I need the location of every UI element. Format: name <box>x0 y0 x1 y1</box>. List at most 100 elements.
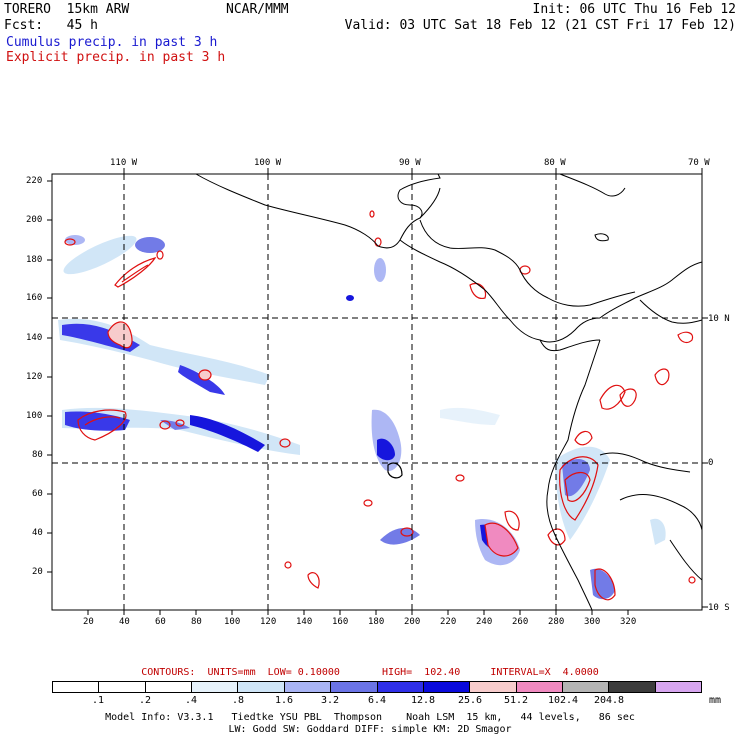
precip-area <box>374 258 386 282</box>
colorbar-label: .4 <box>184 695 198 706</box>
coastline-yucatan <box>419 187 441 219</box>
x-tick: 100 <box>224 617 241 627</box>
precip-contour <box>107 321 133 349</box>
precip-area <box>480 524 510 552</box>
precip-area <box>62 323 140 352</box>
x-tick: 240 <box>476 617 493 627</box>
precip-contour <box>547 528 566 546</box>
precip-area <box>65 411 130 431</box>
explicit-precip-contours <box>64 210 696 601</box>
precip-area <box>58 318 270 385</box>
colorbar-cell <box>377 682 424 692</box>
y-tick: 140 <box>26 333 43 343</box>
precip-area <box>190 415 265 452</box>
colorbar-cell <box>53 682 100 692</box>
colorbar-cell <box>238 682 285 692</box>
x-tick: 320 <box>620 617 637 627</box>
precip-area <box>160 420 190 430</box>
x-tick: 60 <box>155 617 166 627</box>
explicit-legend-line: Explicit precip. in past 3 h <box>6 50 226 65</box>
precip-area <box>475 519 520 566</box>
precip-contour <box>77 409 127 441</box>
x-tick: 120 <box>260 617 277 627</box>
coastline-caribbean <box>419 219 636 307</box>
precip-area <box>380 528 420 545</box>
coastline-ecuador <box>599 452 691 473</box>
map-frame <box>51 173 703 611</box>
x-tick: 180 <box>368 617 385 627</box>
precip-area <box>562 458 590 497</box>
x-tick: 160 <box>332 617 349 627</box>
precip-area <box>440 407 500 425</box>
coastline-colombia <box>599 261 703 319</box>
coastline-venezuela <box>639 299 703 324</box>
precip-contour <box>559 456 599 521</box>
coastline-peru <box>619 494 703 531</box>
coastline-pacific-south-america <box>546 339 601 611</box>
precip-area <box>377 438 395 461</box>
lat-label-0: 0 <box>708 458 714 468</box>
model-title: TORERO 15km ARW <box>4 2 130 17</box>
colorbar-label: .8 <box>231 695 245 706</box>
coastlines <box>195 173 703 611</box>
precip-contour <box>121 264 149 283</box>
x-tick: 20 <box>83 617 94 627</box>
lon-label-90w: 90 W <box>399 158 421 168</box>
y-tick: 160 <box>26 293 43 303</box>
colorbar-cell <box>192 682 239 692</box>
lon-label-100w: 100 W <box>254 158 282 168</box>
precip-contour <box>159 420 171 430</box>
y-tick: 40 <box>32 528 43 538</box>
y-tick: 80 <box>32 450 43 460</box>
precip-contour <box>114 257 157 288</box>
precip-contour <box>619 388 637 407</box>
x-tick: 140 <box>296 617 313 627</box>
y-tick: 100 <box>26 411 43 421</box>
coastline-panama <box>539 339 601 352</box>
precip-contour <box>400 527 414 537</box>
organization-label: NCAR/MMM <box>226 2 289 17</box>
precip-area <box>62 407 300 455</box>
model-info-line: Model Info: V3.3.1 Tiedtke YSU PBL Thomp… <box>105 712 635 723</box>
y-tick: 60 <box>32 489 43 499</box>
colorbar-unit: mm <box>708 695 722 706</box>
physics-info-line: LW: Godd SW: Goddard DIFF: simple KM: 2D… <box>228 724 512 735</box>
colorbar-label: .1 <box>91 695 105 706</box>
precip-area <box>178 365 225 395</box>
x-tick: 280 <box>548 617 565 627</box>
precip-contour <box>198 369 212 381</box>
colorbar-label: 3.2 <box>320 695 340 706</box>
y-tick: 200 <box>26 215 43 225</box>
cumulus-legend-line: Cumulus precip. in past 3 h <box>6 35 218 50</box>
precip-contour <box>688 576 696 584</box>
y-tick: 180 <box>26 255 43 265</box>
contours-label: CONTOURS: UNITS=mm LOW= 0.10000 HIGH= 10… <box>141 667 599 678</box>
precip-contour <box>369 210 375 218</box>
coastline-cuba <box>559 173 626 197</box>
lon-label-110w: 110 W <box>110 158 138 168</box>
colorbar-cell <box>470 682 517 692</box>
precip-contour <box>156 250 164 260</box>
precip-contour <box>84 416 121 426</box>
precip-area <box>135 237 165 253</box>
precip-area <box>346 295 354 301</box>
precip-contour <box>307 572 320 589</box>
colorbar-label: 102.4 <box>547 695 579 706</box>
precip-area <box>65 235 85 245</box>
lat-lon-grid <box>52 174 702 610</box>
x-tick: 200 <box>404 617 421 627</box>
colorbar-cell <box>145 682 193 692</box>
colorbar-label: .2 <box>138 695 152 706</box>
precip-contour <box>469 282 487 300</box>
colorbar-label: 25.6 <box>457 695 483 706</box>
colorbar-cell <box>331 682 378 692</box>
colorbar-cell <box>562 682 610 692</box>
precip-contour <box>279 438 291 448</box>
precip-contour <box>284 561 292 569</box>
precip-contour <box>374 237 382 247</box>
precip-area <box>650 518 666 545</box>
colorbar-label: 51.2 <box>503 695 529 706</box>
precip-contour <box>455 474 465 482</box>
precip-contour <box>594 568 616 601</box>
